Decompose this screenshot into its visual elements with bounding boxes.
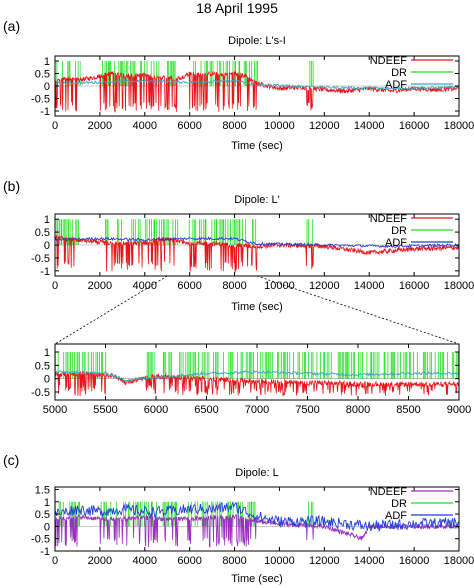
y-tick-label: 0.5 xyxy=(35,69,50,81)
y-tick-label: -1 xyxy=(40,106,50,118)
x-axis-label: Time (sec) xyxy=(231,140,283,152)
chart-title: Dipole: L's-I xyxy=(228,35,286,47)
x-tick-label: 6000 xyxy=(144,404,168,416)
y-tick-label: 1 xyxy=(44,214,50,226)
y-tick-label: -0.5 xyxy=(31,253,50,265)
x-tick-label: 2000 xyxy=(88,555,112,567)
series-ADF-line xyxy=(55,501,459,533)
x-tick-label: 12000 xyxy=(309,555,340,567)
zoom-connector-left xyxy=(54,275,168,345)
x-tick-label: 16000 xyxy=(399,120,430,132)
plot-area-3 xyxy=(55,501,459,548)
x-tick-label: 12000 xyxy=(309,120,340,132)
y-tick-label: 1 xyxy=(44,347,50,359)
panel-label-b: (b) xyxy=(3,178,21,194)
legend-label: ADF xyxy=(385,510,407,522)
legend-label: NDEEF xyxy=(370,55,408,67)
panel-label-a: (a) xyxy=(3,18,21,34)
x-tick-label: 5000 xyxy=(43,404,67,416)
chart-title: Dipole: L' xyxy=(234,194,280,206)
x-tick-label: 16000 xyxy=(399,555,430,567)
x-tick-label: 8000 xyxy=(222,120,246,132)
x-tick-label: 8000 xyxy=(222,280,246,292)
y-tick-label: 0.5 xyxy=(35,227,50,239)
figure-title: 18 April 1995 xyxy=(196,0,278,16)
legend-label: DR xyxy=(391,225,407,237)
series-ADF-line xyxy=(55,370,459,382)
panel-3 xyxy=(54,486,460,552)
chart-title: Dipole: L xyxy=(235,467,278,479)
x-tick-label: 0 xyxy=(52,120,58,132)
x-tick-label: 8000 xyxy=(222,555,246,567)
x-tick-label: 0 xyxy=(52,555,58,567)
y-tick-label: 0 xyxy=(44,374,50,386)
y-tick-label: -1 xyxy=(40,266,50,278)
y-tick-label: 0.5 xyxy=(35,509,50,521)
x-tick-label: 7500 xyxy=(295,404,319,416)
x-tick-label: 4000 xyxy=(133,120,157,132)
x-axis-label: Time (sec) xyxy=(231,573,283,585)
y-tick-label: -0.5 xyxy=(31,534,50,546)
x-tick-label: 2000 xyxy=(88,280,112,292)
x-tick-label: 7000 xyxy=(245,404,269,416)
panel-2 xyxy=(54,343,460,401)
y-tick-label: 1.5 xyxy=(35,484,50,496)
x-tick-label: 6500 xyxy=(194,404,218,416)
y-tick-label: 1 xyxy=(44,56,50,68)
y-tick-label: 1 xyxy=(44,497,50,509)
y-tick-label: 0.5 xyxy=(35,360,50,372)
legend-label: ADF xyxy=(385,79,407,91)
series-DR-line xyxy=(55,352,459,379)
x-tick-label: 8000 xyxy=(346,404,370,416)
x-tick-label: 10000 xyxy=(264,280,295,292)
series-ADF-line xyxy=(55,236,459,249)
x-tick-label: 5500 xyxy=(93,404,117,416)
y-tick-label: 0 xyxy=(44,521,50,533)
x-tick-label: 10000 xyxy=(264,555,295,567)
legend-label: NDEEF xyxy=(370,213,408,225)
plot-frame-3 xyxy=(54,486,460,552)
zoom-connector-right xyxy=(256,275,460,345)
x-tick-label: 4000 xyxy=(133,555,157,567)
y-tick-label: -0.5 xyxy=(31,387,50,399)
panel-label-c: (c) xyxy=(3,452,20,468)
plot-area-2 xyxy=(55,352,459,397)
x-tick-label: 4000 xyxy=(133,280,157,292)
x-tick-label: 6000 xyxy=(177,280,201,292)
legend-label: NDEEF xyxy=(370,486,408,498)
x-tick-label: 10000 xyxy=(264,120,295,132)
x-tick-label: 6000 xyxy=(177,555,201,567)
x-tick-label: 18000 xyxy=(444,555,474,567)
y-tick-label: 0 xyxy=(44,81,50,93)
x-tick-label: 9000 xyxy=(447,404,471,416)
x-tick-label: 14000 xyxy=(354,120,385,132)
x-tick-label: 18000 xyxy=(444,280,474,292)
y-tick-label: -0.5 xyxy=(31,94,50,106)
x-tick-label: 2000 xyxy=(88,120,112,132)
series-NDEEF-line xyxy=(55,371,459,397)
x-tick-label: 8500 xyxy=(396,404,420,416)
x-tick-label: 14000 xyxy=(354,555,385,567)
x-tick-label: 14000 xyxy=(354,280,385,292)
legend-label: ADF xyxy=(385,237,407,249)
legend-label: DR xyxy=(391,67,407,79)
panel-0 xyxy=(54,55,460,117)
x-axis-label: Time (sec) xyxy=(231,301,283,313)
plot-area-0 xyxy=(55,61,459,113)
x-tick-label: 18000 xyxy=(444,120,474,132)
x-tick-label: 16000 xyxy=(399,280,430,292)
x-tick-label: 12000 xyxy=(309,280,340,292)
legend-label: DR xyxy=(391,498,407,510)
x-tick-label: 6000 xyxy=(177,120,201,132)
series-ADF-line xyxy=(55,79,459,91)
x-tick-label: 0 xyxy=(52,280,58,292)
y-tick-label: 0 xyxy=(44,240,50,252)
y-tick-label: -1 xyxy=(40,546,50,558)
plot-area-1 xyxy=(55,219,459,274)
